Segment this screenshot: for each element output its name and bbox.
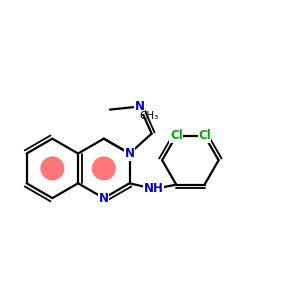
Text: N: N xyxy=(124,147,135,160)
Text: Cl: Cl xyxy=(170,129,183,142)
Text: NH: NH xyxy=(144,182,164,195)
Text: CH₃: CH₃ xyxy=(139,111,158,121)
Text: N: N xyxy=(99,192,109,205)
Text: N: N xyxy=(135,100,145,113)
Circle shape xyxy=(41,157,64,180)
Text: Cl: Cl xyxy=(198,129,211,142)
Circle shape xyxy=(92,157,115,180)
